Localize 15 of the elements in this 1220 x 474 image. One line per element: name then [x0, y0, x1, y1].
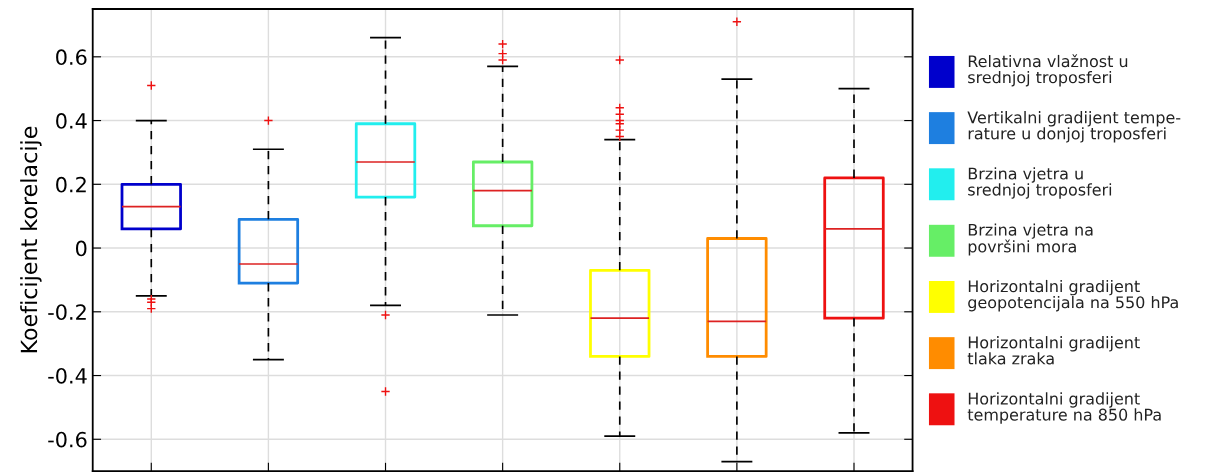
y-tick-label: 0.6	[56, 49, 87, 66]
legend-label: Horizontalni gradijent geopotencijala na 550 hPa	[968, 279, 1178, 312]
y-tick-label: 0.4	[56, 113, 87, 129]
y-tick-label: -0.2	[48, 304, 86, 321]
y-tick-label: -0.6	[48, 431, 87, 448]
y-tick-label: 0	[75, 240, 87, 257]
legend-label: Horizontalni gradijent temperature na 850 hPa	[967, 392, 1161, 424]
legend-label: Relativna vlažnost u srednjoj troposferi	[968, 54, 1128, 87]
y-tick-label: -0.4	[48, 367, 87, 384]
y-axis-title: Koeficijent korelacije	[20, 126, 42, 353]
y-tick-label: 0.2	[56, 176, 86, 193]
legend-label: Vertikalni gradijent tempe- rature u donjoj troposferi	[967, 111, 1181, 143]
legend-label: Brzina vjetra na površini mora	[968, 223, 1093, 256]
legend-label: Horizontalni gradijent tlaka zraka	[967, 336, 1140, 365]
legend-label: Brzina vjetra u srednjoj troposferi	[968, 167, 1112, 199]
